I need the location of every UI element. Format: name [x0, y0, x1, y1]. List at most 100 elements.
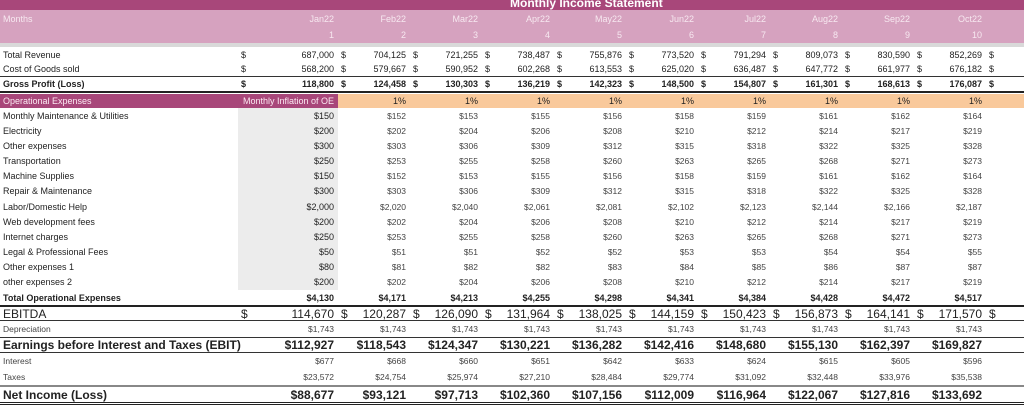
value-cell[interactable]: $35,538: [914, 369, 986, 385]
value-cell[interactable]: $568,200: [238, 62, 338, 76]
value-cell[interactable]: $156,873: [770, 307, 842, 320]
expense-value[interactable]: $306: [410, 138, 482, 153]
value-cell[interactable]: $88,677: [238, 387, 338, 402]
value-cell[interactable]: $161,301: [770, 77, 842, 91]
expense-value[interactable]: $202: [338, 214, 410, 229]
expense-value[interactable]: $50: [238, 245, 338, 260]
value-cell[interactable]: $164,141: [842, 307, 914, 320]
value-cell[interactable]: $4,517: [914, 290, 986, 305]
expense-value[interactable]: $200: [238, 214, 338, 229]
expense-value[interactable]: $2,187: [914, 199, 986, 214]
expense-value[interactable]: $208: [554, 214, 626, 229]
value-cell[interactable]: $4,130: [238, 290, 338, 305]
expense-value[interactable]: $303: [338, 184, 410, 199]
expense-value[interactable]: $2,061: [482, 199, 554, 214]
expense-value[interactable]: $258: [482, 229, 554, 244]
expense-value[interactable]: $86: [770, 260, 842, 275]
value-cell[interactable]: $24,754: [338, 369, 410, 385]
period-number[interactable]: 5: [554, 27, 626, 43]
value-cell[interactable]: $4,255: [482, 290, 554, 305]
period-number[interactable]: 4: [482, 27, 554, 43]
expense-value[interactable]: $265: [698, 229, 770, 244]
expense-value[interactable]: $150: [238, 169, 338, 184]
value-cell[interactable]: $613,553: [554, 62, 626, 76]
expense-value[interactable]: $210: [626, 275, 698, 290]
value-cell[interactable]: $4,298: [554, 290, 626, 305]
value-cell[interactable]: $1,743: [626, 321, 698, 337]
expense-value[interactable]: $217: [842, 275, 914, 290]
expense-value[interactable]: $200: [238, 123, 338, 138]
value-cell[interactable]: $116,964: [698, 387, 770, 402]
value-cell[interactable]: $677: [238, 353, 338, 369]
value-cell[interactable]: $124,458: [338, 77, 410, 91]
expense-value[interactable]: $54: [770, 245, 842, 260]
expense-value[interactable]: $2,123: [698, 199, 770, 214]
expense-value[interactable]: $309: [482, 138, 554, 153]
expense-value[interactable]: $51: [338, 245, 410, 260]
expense-value[interactable]: $260: [554, 154, 626, 169]
inflation-rate-input[interactable]: 1%: [482, 94, 554, 108]
expense-value[interactable]: $2,166: [842, 199, 914, 214]
month-header[interactable]: Jul22: [698, 10, 770, 27]
value-cell[interactable]: $809,073: [770, 47, 842, 62]
month-header[interactable]: Oct22: [914, 10, 986, 27]
value-cell[interactable]: $168,613: [842, 77, 914, 91]
expense-value[interactable]: $214: [770, 123, 842, 138]
inflation-rate-input[interactable]: 1%: [554, 94, 626, 108]
expense-value[interactable]: $217: [842, 123, 914, 138]
expense-value[interactable]: $250: [238, 229, 338, 244]
expense-value[interactable]: $2,102: [626, 199, 698, 214]
value-cell[interactable]: $830,590: [842, 47, 914, 62]
expense-value[interactable]: $255: [410, 154, 482, 169]
expense-value[interactable]: $83: [554, 260, 626, 275]
expense-value[interactable]: $87: [842, 260, 914, 275]
expense-value[interactable]: $155: [482, 108, 554, 123]
value-cell[interactable]: $169,827: [914, 338, 986, 352]
expense-value[interactable]: $87: [914, 260, 986, 275]
value-cell[interactable]: $144,159: [626, 307, 698, 320]
month-header[interactable]: Mar22: [410, 10, 482, 27]
value-cell[interactable]: $118,800: [238, 77, 338, 91]
value-cell[interactable]: $590,952: [410, 62, 482, 76]
value-cell[interactable]: $4,171: [338, 290, 410, 305]
expense-value[interactable]: $84: [626, 260, 698, 275]
inflation-rate-input[interactable]: 1%: [626, 94, 698, 108]
expense-value[interactable]: $153: [410, 108, 482, 123]
value-cell-partial[interactable]: $: [986, 77, 1024, 91]
value-cell[interactable]: $162,397: [842, 338, 914, 352]
value-cell[interactable]: $755,876: [554, 47, 626, 62]
value-cell[interactable]: $579,667: [338, 62, 410, 76]
expense-value[interactable]: $214: [770, 275, 842, 290]
expense-value[interactable]: $306: [410, 184, 482, 199]
value-cell[interactable]: $1,743: [238, 321, 338, 337]
expense-value[interactable]: $202: [338, 123, 410, 138]
value-cell-partial[interactable]: $: [986, 47, 1024, 62]
value-cell[interactable]: $4,472: [842, 290, 914, 305]
expense-value[interactable]: $52: [482, 245, 554, 260]
value-cell[interactable]: $131,964: [482, 307, 554, 320]
inflation-rate-input[interactable]: 1%: [770, 94, 842, 108]
value-cell[interactable]: $1,743: [410, 321, 482, 337]
value-cell[interactable]: $136,282: [554, 338, 626, 352]
expense-value[interactable]: $158: [626, 169, 698, 184]
expense-value[interactable]: $312: [554, 138, 626, 153]
value-cell[interactable]: $773,520: [626, 47, 698, 62]
expense-value[interactable]: $219: [914, 275, 986, 290]
expense-value[interactable]: $164: [914, 108, 986, 123]
expense-value[interactable]: $315: [626, 138, 698, 153]
value-cell[interactable]: $721,255: [410, 47, 482, 62]
month-header[interactable]: Aug22: [770, 10, 842, 27]
expense-value[interactable]: $328: [914, 138, 986, 153]
value-cell[interactable]: $171,570: [914, 307, 986, 320]
expense-value[interactable]: $208: [554, 123, 626, 138]
value-cell[interactable]: $1,743: [698, 321, 770, 337]
value-cell[interactable]: $615: [770, 353, 842, 369]
month-header[interactable]: Sep22: [842, 10, 914, 27]
expense-value[interactable]: $162: [842, 108, 914, 123]
expense-value[interactable]: $268: [770, 154, 842, 169]
value-cell[interactable]: $687,000: [238, 47, 338, 62]
value-cell[interactable]: $4,213: [410, 290, 482, 305]
month-header[interactable]: Jan22: [238, 10, 338, 27]
period-number[interactable]: 10: [914, 27, 986, 43]
expense-value[interactable]: $318: [698, 184, 770, 199]
